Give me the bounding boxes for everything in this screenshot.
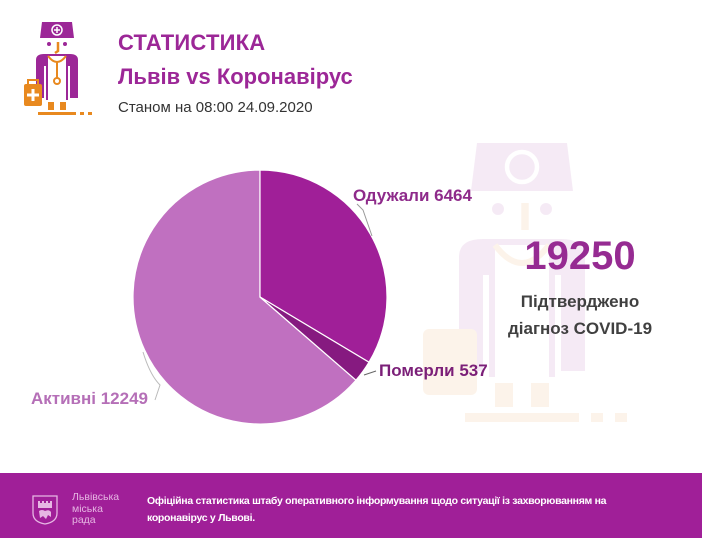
report-date: Станом на 08:00 24.09.2020 [118, 99, 313, 116]
label-active: Активні 12249 [31, 389, 148, 408]
caption-line-2: діагноз COVID-19 [507, 319, 653, 338]
label-recovered: Одужали 6464 [353, 186, 472, 205]
pie-chart [132, 169, 388, 425]
page-title: СТАТИСТИКА [118, 30, 266, 55]
org-name: Львівська міська рада [72, 491, 120, 526]
page-subtitle: Львів vs Коронавірус [118, 64, 353, 89]
doctor-watermark-icon [423, 143, 627, 422]
total-caption: Підтверджено діагноз COVID-19 [495, 288, 665, 342]
slice-died[interactable] [259, 296, 370, 381]
leader-died [363, 370, 377, 376]
footer-description: Офіційна статистика штабу оперативного і… [147, 495, 607, 524]
label-died: Померли 537 [379, 361, 488, 380]
lviv-crest-icon [32, 495, 58, 525]
leader-recovered [356, 203, 373, 237]
slice-active[interactable] [132, 169, 357, 425]
leader-active [142, 351, 161, 401]
footer: Львівська міська рада Офіційна статистик… [0, 473, 702, 538]
slice-recovered[interactable] [259, 169, 388, 364]
caption-line-1: Підтверджено [520, 292, 640, 311]
doctor-icon [24, 22, 92, 115]
total-confirmed: 19250 [524, 234, 636, 278]
